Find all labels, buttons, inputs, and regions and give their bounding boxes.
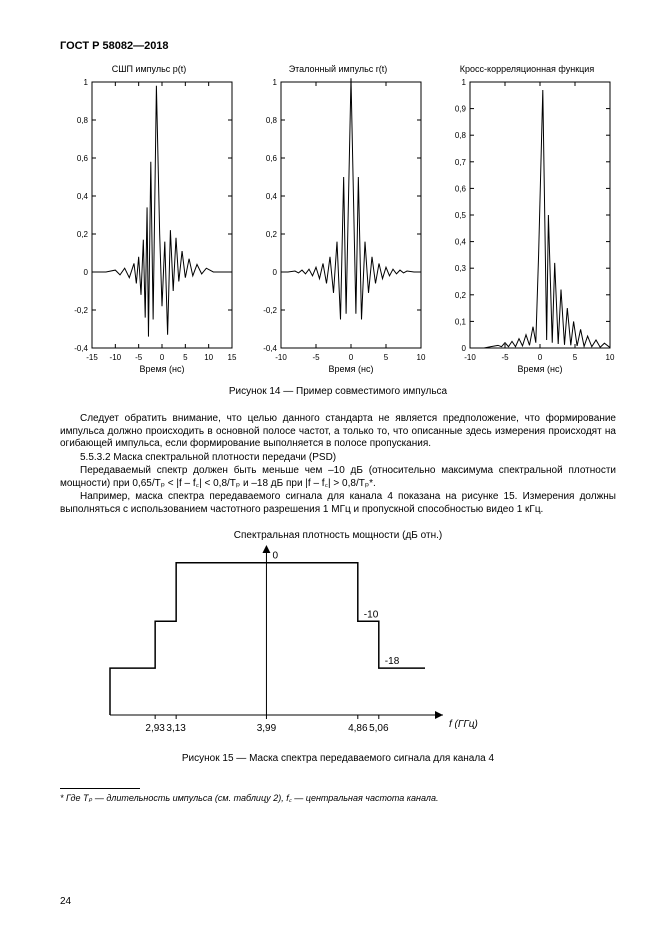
svg-text:-10: -10 — [110, 353, 122, 362]
svg-text:15: 15 — [228, 353, 237, 362]
svg-text:-5: -5 — [501, 353, 509, 362]
svg-text:0,8: 0,8 — [77, 116, 89, 125]
svg-text:3,13: 3,13 — [166, 723, 186, 734]
svg-text:-0,4: -0,4 — [74, 344, 88, 353]
figure-14-panel: СШП импульс p(t) -0,4 -0,2 0 0,2 0,4 0,6 0,8 1 -1… — [60, 64, 238, 376]
svg-text:-0,2: -0,2 — [74, 306, 88, 315]
page: ГОСТ Р 58082—2018 СШП импульс p(t)-0,4-0… — [0, 0, 661, 935]
svg-text:0: 0 — [273, 268, 278, 277]
svg-text:0,6: 0,6 — [455, 184, 467, 193]
svg-text:0,5: 0,5 — [455, 211, 467, 220]
svg-text:5,06: 5,06 — [369, 723, 389, 734]
svg-text:0,4: 0,4 — [266, 192, 278, 201]
svg-text:1: 1 — [462, 78, 467, 87]
figure-15: Спектральная плотность мощности (дБ отн.… — [60, 530, 616, 743]
page-number: 24 — [60, 896, 71, 907]
paragraph-1: Следует обратить внимание, что целью дан… — [60, 413, 616, 451]
svg-text:0,8: 0,8 — [455, 131, 467, 140]
figure-15-caption: Рисунок 15 — Маска спектра передаваемого… — [60, 753, 616, 764]
svg-text:0,2: 0,2 — [266, 230, 278, 239]
svg-text:-10: -10 — [364, 609, 379, 620]
svg-text:-10: -10 — [275, 353, 287, 362]
svg-text:0,9: 0,9 — [455, 105, 467, 114]
line-chart: 0 0,1 0,2 0,3 0,4 0,5 0,6 0,7 0,8 0,9 1 -10 -5 0 5 10 Вр… — [438, 76, 616, 376]
svg-text:0: 0 — [349, 353, 354, 362]
svg-text:0,4: 0,4 — [77, 192, 89, 201]
svg-text:0: 0 — [84, 268, 89, 277]
svg-text:1: 1 — [273, 78, 278, 87]
svg-text:0,1: 0,1 — [455, 317, 467, 326]
figure-14-panel: Эталонный импульс r(t) -0,4 -0,2 0 0,2 0,4 0,6… — [249, 64, 427, 376]
svg-text:-15: -15 — [86, 353, 98, 362]
svg-text:-10: -10 — [464, 353, 476, 362]
footnote-separator — [60, 788, 140, 789]
svg-text:0,4: 0,4 — [455, 238, 467, 247]
svg-text:2,93: 2,93 — [145, 723, 165, 734]
svg-text:0,7: 0,7 — [455, 158, 467, 167]
paragraph-4: Например, маска спектра передаваемого си… — [60, 491, 616, 516]
svg-text:f (ГГц): f (ГГц) — [449, 719, 478, 730]
line-chart: -0,4 -0,2 0 0,2 0,4 0,6 0,8 1 -10 -5 0 5 10 Время (нс… — [249, 76, 427, 376]
svg-text:Время (нс): Время (нс) — [139, 364, 184, 374]
psd-mask-chart: 2,933,13 3,99 4,865,06 0 -10 -18 f (ГГц) — [60, 543, 480, 743]
document-header: ГОСТ Р 58082—2018 — [60, 40, 616, 52]
svg-text:-0,2: -0,2 — [263, 306, 277, 315]
svg-text:10: 10 — [606, 353, 615, 362]
chart-title: СШП импульс p(t) — [60, 64, 238, 74]
svg-text:5: 5 — [573, 353, 578, 362]
paragraph-2: 5.5.3.2 Маска спектральной плотности пер… — [60, 452, 616, 465]
svg-text:5: 5 — [384, 353, 389, 362]
chart-title: Кросс-корреляционная функция — [438, 64, 616, 74]
svg-text:0,2: 0,2 — [77, 230, 89, 239]
svg-text:0,3: 0,3 — [455, 264, 467, 273]
svg-text:-5: -5 — [135, 353, 143, 362]
footnote-text: * Где Tₚ — длительность импульса (см. та… — [60, 791, 616, 804]
svg-text:0: 0 — [462, 344, 467, 353]
figure-14-panel: Кросс-корреляционная функция 0 0,1 0,2 0,3 0,… — [438, 64, 616, 376]
svg-text:0,2: 0,2 — [455, 291, 467, 300]
svg-text:4,86: 4,86 — [348, 723, 368, 734]
body-text-block: Следует обратить внимание, что целью дан… — [60, 413, 616, 516]
svg-text:-0,4: -0,4 — [263, 344, 277, 353]
svg-text:3,99: 3,99 — [257, 723, 277, 734]
svg-text:1: 1 — [84, 78, 89, 87]
svg-text:0,6: 0,6 — [77, 154, 89, 163]
svg-text:0: 0 — [160, 353, 165, 362]
svg-text:-18: -18 — [385, 656, 400, 667]
svg-text:Время (нс): Время (нс) — [517, 364, 562, 374]
svg-text:Время (нс): Время (нс) — [328, 364, 373, 374]
chart-title: Эталонный импульс r(t) — [249, 64, 427, 74]
paragraph-3: Передаваемый спектр должен быть меньше ч… — [60, 465, 616, 490]
figure-14-panels-row: СШП импульс p(t) -0,4 -0,2 0 0,2 0,4 0,6 0,8 1 -1… — [60, 64, 616, 376]
svg-text:0,8: 0,8 — [266, 116, 278, 125]
svg-text:10: 10 — [417, 353, 426, 362]
svg-text:0: 0 — [538, 353, 543, 362]
svg-text:0: 0 — [272, 551, 278, 562]
figure-15-title: Спектральная плотность мощности (дБ отн.… — [60, 530, 616, 541]
svg-text:0,6: 0,6 — [266, 154, 278, 163]
svg-text:-5: -5 — [312, 353, 320, 362]
line-chart: -0,4 -0,2 0 0,2 0,4 0,6 0,8 1 -15 -10 -5 0 5 10 15 Врем… — [60, 76, 238, 376]
svg-text:5: 5 — [183, 353, 188, 362]
svg-text:10: 10 — [204, 353, 213, 362]
figure-14-caption: Рисунок 14 — Пример совместимого импульс… — [60, 386, 616, 397]
